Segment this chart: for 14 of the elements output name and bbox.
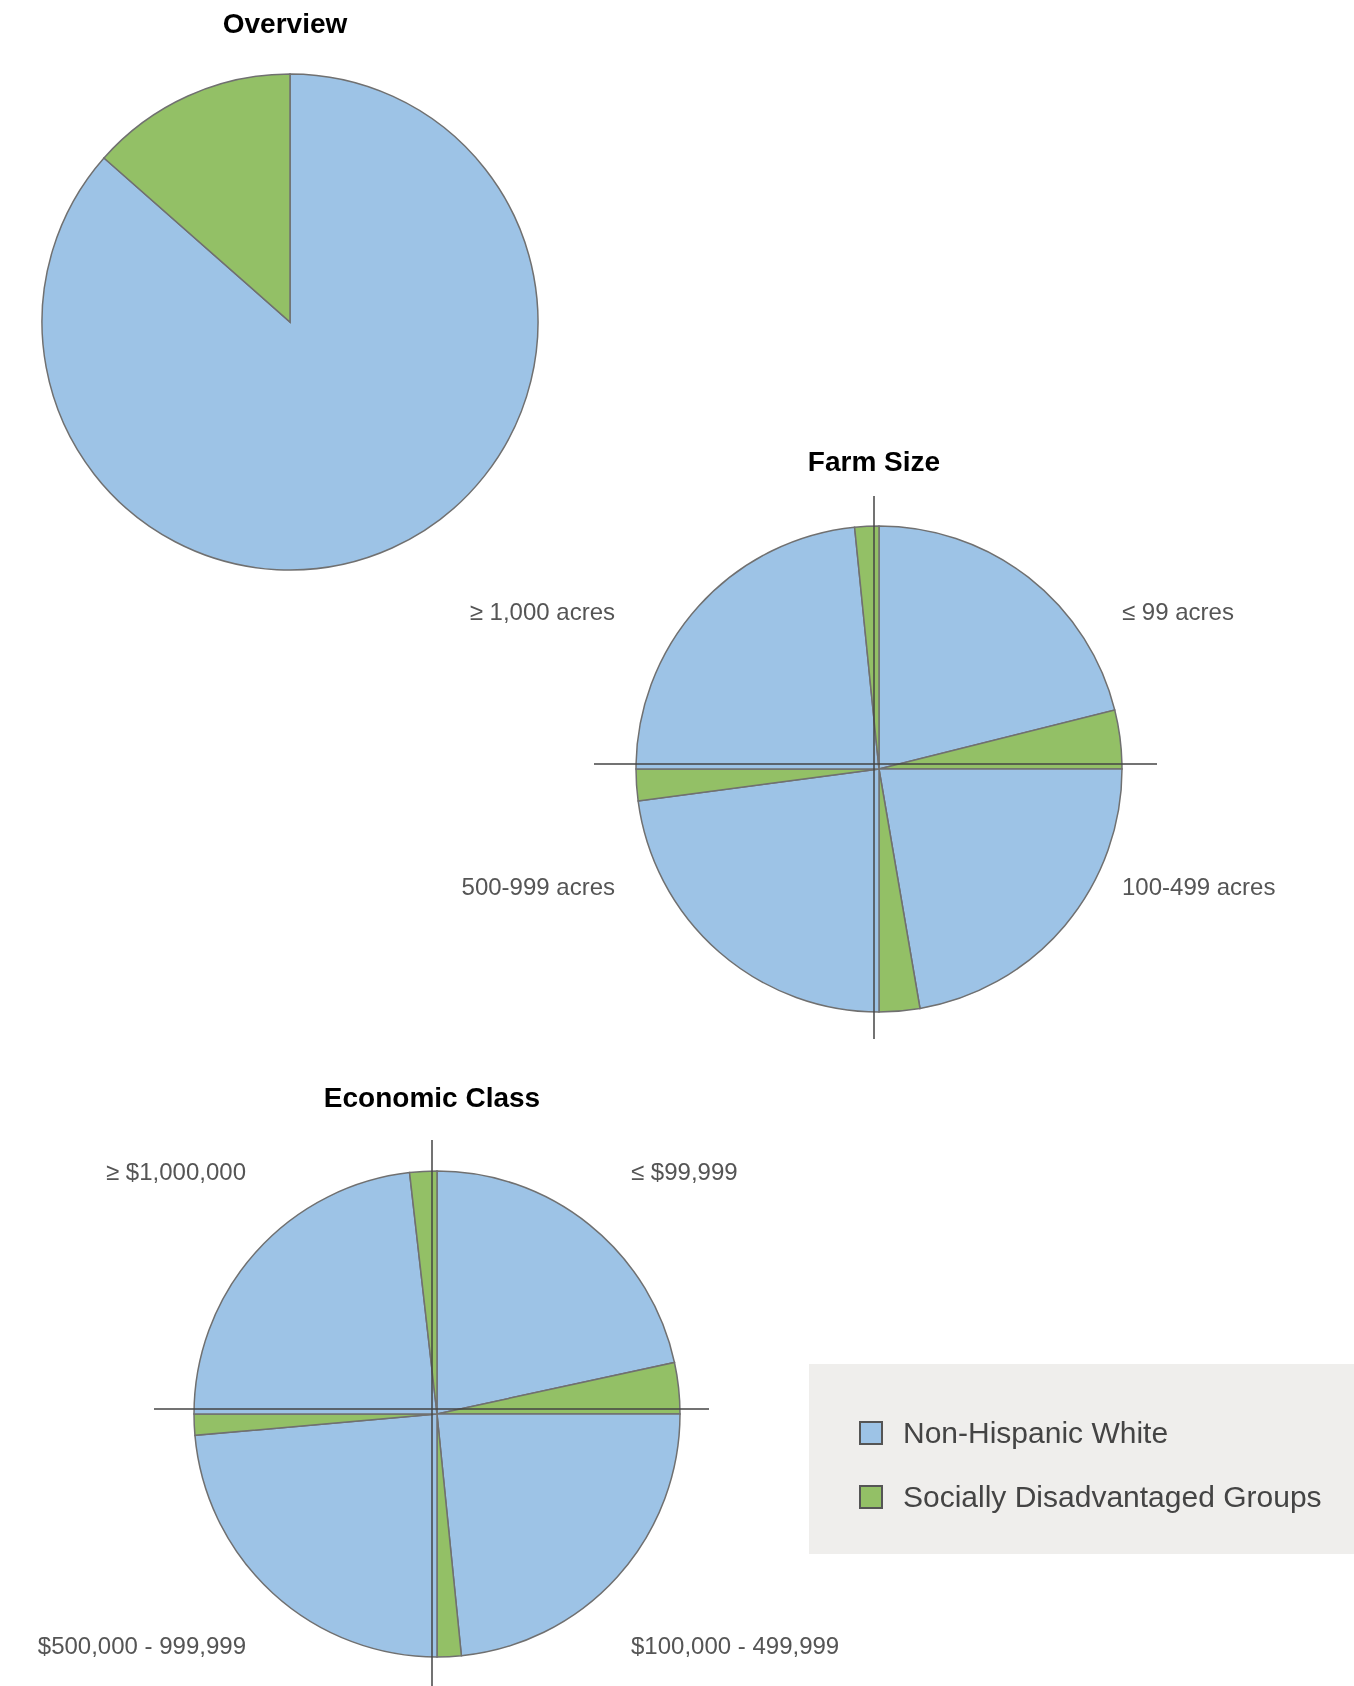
slice-label: $500,000 - 999,999 [37, 1632, 246, 1660]
legend-label: Socially Disadvantaged Groups [903, 1480, 1322, 1514]
chart-title: Overview [221, 8, 349, 40]
chart-title: Farm Size [806, 446, 942, 478]
legend-label: Non-Hispanic White [903, 1416, 1169, 1450]
slice-label: 500-999 acres [461, 873, 615, 901]
slice-label: ≤ $99,999 [631, 1158, 738, 1186]
slice-label: $100,000 - 499,999 [631, 1632, 840, 1660]
slice-label: ≥ 1,000 acres [469, 598, 615, 626]
slice-label: ≤ 99 acres [1122, 598, 1234, 626]
pie-slice [41, 73, 539, 571]
chart-title: Economic Class [322, 1082, 542, 1114]
slice-label: ≥ $1,000,000 [106, 1158, 246, 1186]
slice-label: 100-499 acres [1122, 873, 1276, 901]
